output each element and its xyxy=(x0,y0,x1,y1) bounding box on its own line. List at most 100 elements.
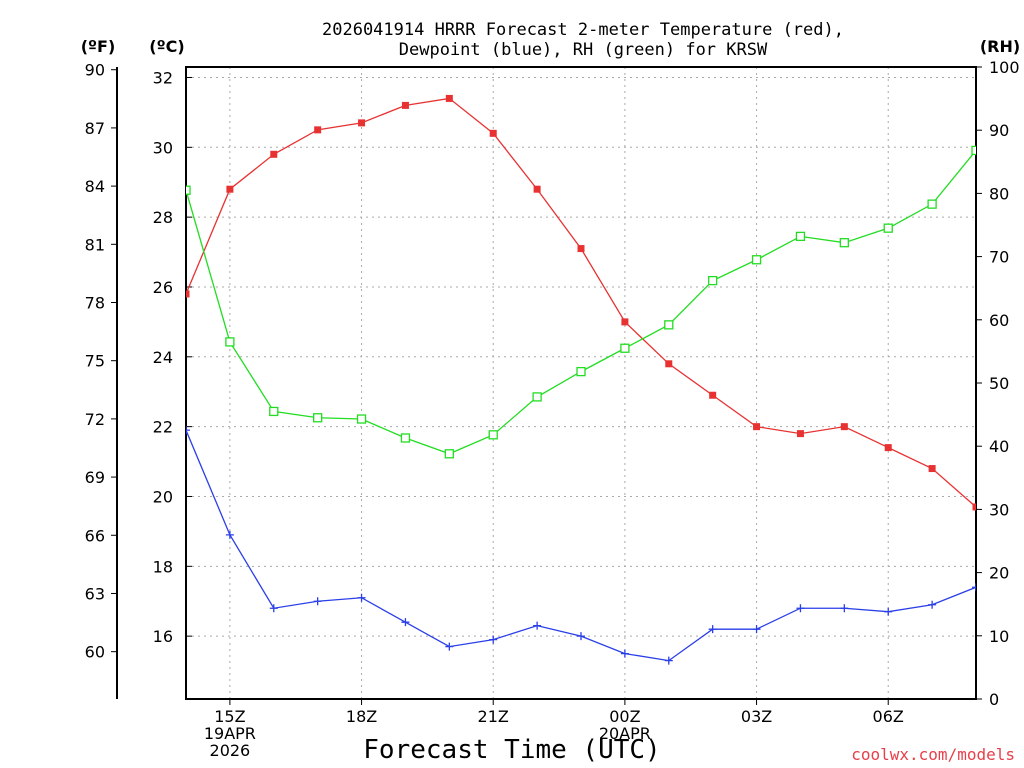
celsius-tick-label: 20 xyxy=(153,487,173,506)
chart-title-line1: 2026041914 HRRR Forecast 2-meter Tempera… xyxy=(322,20,844,40)
2-meter-temperature-point xyxy=(709,391,717,399)
rh-tick-label: 50 xyxy=(989,374,1009,393)
relative-humidity-point xyxy=(186,185,191,195)
2-meter-temperature-point xyxy=(489,129,497,137)
relative-humidity-point xyxy=(795,231,806,242)
2-meter-temperature-point xyxy=(621,318,629,326)
dewpoint-point xyxy=(313,597,322,606)
2-meter-temperature-point xyxy=(577,245,585,253)
2-meter-temperature-point xyxy=(884,444,892,452)
fahrenheit-tick-label: 75 xyxy=(85,352,105,371)
2-meter-temperature-point xyxy=(928,465,936,473)
celsius-tick-label: 28 xyxy=(153,208,173,227)
rh-tick-label: 30 xyxy=(989,500,1009,519)
celsius-tick-label: 24 xyxy=(153,348,173,367)
rh-tick-label: 70 xyxy=(989,248,1009,267)
dewpoint-point xyxy=(664,656,673,665)
fahrenheit-tick-label: 72 xyxy=(85,410,105,429)
relative-humidity-point xyxy=(664,320,674,330)
2-meter-temperature-point xyxy=(445,94,453,102)
plot-frame xyxy=(116,66,977,700)
x-tick-label: 03Z xyxy=(741,707,772,726)
relative-humidity-point xyxy=(576,366,586,377)
fahrenheit-tick-label: 78 xyxy=(85,293,105,312)
relative-humidity-point xyxy=(488,430,498,440)
x-tick-label: 20APR xyxy=(599,724,651,743)
dewpoint-point xyxy=(620,649,629,658)
x-axis-label: Forecast Time (UTC) xyxy=(363,735,660,765)
2-meter-temperature-point xyxy=(796,430,804,438)
rh-tick-label: 20 xyxy=(989,564,1009,583)
relative-humidity-point xyxy=(971,145,976,156)
gridlines xyxy=(186,67,976,699)
2-meter-temperature-point xyxy=(358,119,366,127)
plot-border xyxy=(185,66,977,700)
unit-celsius-label: (ºC) xyxy=(149,37,184,56)
unit-rh-label: (RH) xyxy=(980,37,1020,56)
celsius-tick-label: 30 xyxy=(153,138,173,157)
celsius-tick-label: 22 xyxy=(153,418,173,437)
data-series xyxy=(186,94,976,665)
2-meter-temperature-point xyxy=(314,126,322,134)
relative-humidity-point xyxy=(532,392,542,402)
2-meter-temperature-point xyxy=(753,423,761,431)
dewpoint-point xyxy=(840,604,849,613)
rh-tick-label: 0 xyxy=(989,690,999,709)
dewpoint-point xyxy=(577,632,585,641)
fahrenheit-tick-label: 84 xyxy=(85,177,105,196)
2-meter-temperature-point xyxy=(972,503,976,511)
fahrenheit-tick-label: 69 xyxy=(85,468,105,487)
x-tick-label: 06Z xyxy=(873,707,904,726)
dewpoint-line xyxy=(186,429,976,662)
x-tick-label: 15Z xyxy=(214,707,245,726)
2-meter-temperature-point xyxy=(665,360,673,368)
dewpoint-point xyxy=(752,625,761,634)
fahrenheit-tick-label: 60 xyxy=(85,643,105,662)
celsius-tick-label: 18 xyxy=(153,557,173,576)
dewpoint-point xyxy=(357,593,366,602)
celsius-tick-label: 16 xyxy=(153,627,173,646)
rh-tick-label: 40 xyxy=(989,437,1009,456)
celsius-tick-label: 26 xyxy=(153,278,173,297)
2-meter-temperature-point xyxy=(226,185,234,193)
rh-tick-label: 60 xyxy=(989,311,1009,330)
relative-humidity-point xyxy=(927,199,937,209)
rh-tick-label: 10 xyxy=(989,627,1009,646)
relative-humidity-point xyxy=(839,238,849,248)
dewpoint-point xyxy=(186,426,190,435)
dewpoint-point xyxy=(796,604,805,613)
2-meter-temperature-point xyxy=(401,101,409,109)
dewpoint-point xyxy=(225,530,234,539)
credit-text: coolwx.com/models xyxy=(851,745,1015,764)
x-tick-label: 19APR xyxy=(204,724,256,743)
relative-humidity-point xyxy=(225,337,235,347)
relative-humidity-point xyxy=(708,275,718,286)
x-tick-label: 00Z xyxy=(609,707,640,726)
x-tick-label: 2026 xyxy=(210,741,251,760)
fahrenheit-tick-label: 81 xyxy=(85,235,105,254)
relative-humidity-point xyxy=(883,223,893,233)
dewpoint-point xyxy=(708,625,717,634)
2-meter-temperature-point xyxy=(840,423,848,431)
2-meter-temperature-line xyxy=(186,97,976,508)
dewpoint-point xyxy=(269,604,278,613)
rh-tick-label: 100 xyxy=(989,58,1020,77)
fahrenheit-tick-label: 90 xyxy=(85,61,105,80)
dewpoint-point xyxy=(489,635,498,644)
relative-humidity-line xyxy=(186,150,976,455)
dewpoint-point xyxy=(401,618,410,627)
2-meter-temperature-point xyxy=(270,150,278,158)
relative-humidity-point xyxy=(400,433,411,443)
chart-title-line2: Dewpoint (blue), RH (green) for KRSW xyxy=(399,40,768,60)
unit-fahrenheit-label: (ºF) xyxy=(81,37,116,56)
2-meter-temperature-point xyxy=(533,185,541,193)
relative-humidity-point xyxy=(356,414,367,424)
dewpoint-point xyxy=(928,600,937,609)
relative-humidity-point xyxy=(313,413,323,423)
fahrenheit-tick-label: 66 xyxy=(85,526,105,545)
series-clip-group xyxy=(186,94,976,665)
dewpoint-point xyxy=(972,583,976,592)
rh-tick-label: 80 xyxy=(989,184,1009,203)
x-tick-label: 18Z xyxy=(346,707,377,726)
